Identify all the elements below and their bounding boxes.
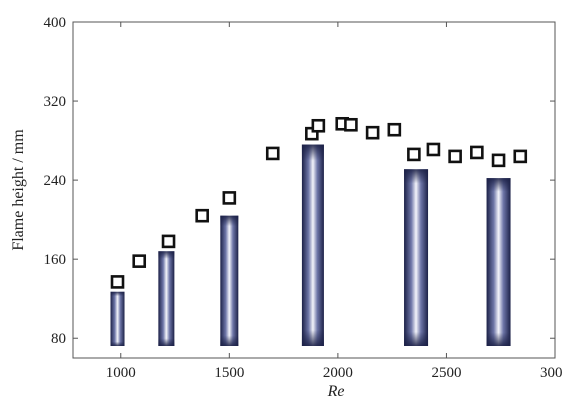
flame-image [301, 144, 324, 346]
data-point [110, 275, 125, 289]
x-tick-label: 1500 [214, 365, 244, 381]
data-point [387, 122, 402, 137]
data-point [195, 208, 209, 223]
y-tick-label: 80 [51, 331, 66, 347]
x-tick-label: 2500 [431, 365, 461, 381]
data-point [365, 125, 380, 140]
plot-frame [72, 21, 556, 359]
data-point [426, 142, 441, 157]
axis-ticks [73, 21, 556, 358]
data-point [344, 117, 358, 132]
y-tick-label: 160 [44, 252, 67, 268]
y-tick-labels: 80 160 240 320 400 [44, 15, 67, 347]
y-tick-label: 240 [44, 173, 67, 189]
flame-images [110, 144, 511, 346]
x-tick-labels: 1000 1500 2000 2500 3000 [106, 365, 562, 381]
x-tick-label: 3000 [540, 365, 562, 381]
flame-image [110, 291, 125, 346]
flame-image [404, 169, 429, 346]
data-point [311, 118, 326, 133]
data-point [161, 234, 176, 249]
y-axis-label: Flame height / mm [10, 129, 27, 251]
data-point [491, 153, 506, 168]
x-axis-label: Re [327, 383, 345, 400]
data-point [132, 254, 147, 268]
x-tick-label: 1000 [106, 365, 136, 381]
flame-image [158, 251, 175, 346]
data-point [470, 145, 484, 160]
x-tick-label: 2000 [323, 365, 353, 381]
flame-image [486, 178, 511, 346]
data-point [222, 191, 237, 205]
flame-image [220, 215, 239, 346]
data-markers [110, 116, 528, 289]
data-point [265, 146, 280, 161]
data-point [448, 149, 462, 164]
data-point [407, 147, 421, 162]
y-tick-label: 320 [44, 94, 67, 110]
y-tick-label: 400 [44, 15, 67, 31]
data-point [513, 149, 528, 164]
